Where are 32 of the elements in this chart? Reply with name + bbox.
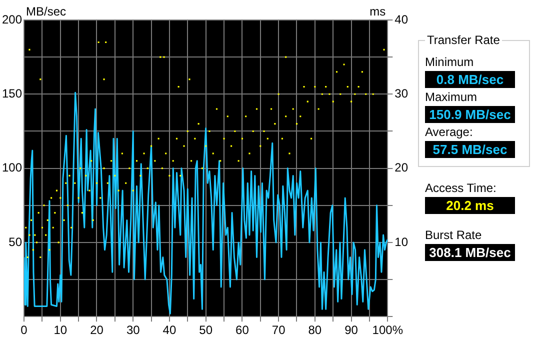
y2-tick-label: 10 — [394, 234, 408, 249]
y2-tick-label: 30 — [394, 86, 408, 100]
x-tick-label: 0 — [20, 323, 28, 338]
x-tick-label: 20 — [90, 323, 104, 338]
y2-axis-title: ms — [370, 4, 386, 18]
x-tick-label: 70 — [272, 323, 286, 338]
y-axis-title: MB/sec — [26, 4, 66, 18]
y2-tick-label: 40 — [394, 12, 408, 26]
text: Minimum — [425, 55, 475, 69]
text: Burst Rate — [425, 228, 483, 242]
y-tick-label: 50 — [8, 234, 22, 249]
x-tick-label: 10 — [54, 323, 68, 338]
text: 0.8 MB/sec — [425, 71, 515, 88]
x-tick-label: 50 — [199, 323, 213, 338]
y-tick-label: 200 — [2, 12, 22, 26]
text: 308.1 MB/sec — [425, 244, 515, 261]
text: Access Time: — [425, 181, 498, 195]
y2-tick-label: 20 — [394, 160, 408, 175]
x-tick-label: 90 — [344, 323, 358, 338]
text: Average: — [425, 125, 474, 139]
x-tick-label: 40 — [162, 323, 176, 338]
text: Maximum — [425, 90, 478, 104]
text: 20.2 ms — [425, 197, 515, 214]
y-tick-label: 100 — [2, 160, 22, 175]
y-tick-label: 150 — [2, 86, 22, 100]
x-tick-label: 60 — [236, 323, 250, 338]
x-tick-label: 80 — [308, 323, 322, 338]
x-tick-label: 100% — [372, 323, 404, 338]
text: Transfer Rate — [425, 33, 502, 47]
x-tick-label: 30 — [126, 323, 140, 338]
text: 150.9 MB/sec — [425, 106, 515, 123]
text: 57.5 MB/sec — [425, 141, 515, 158]
